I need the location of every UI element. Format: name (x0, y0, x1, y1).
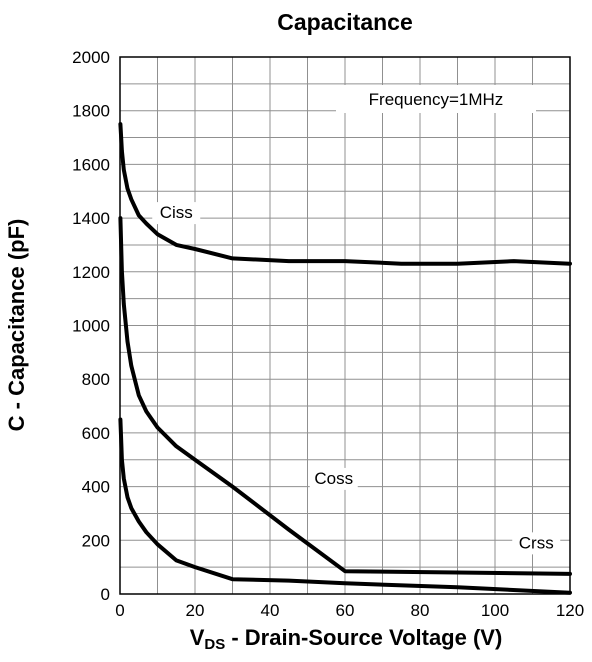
y-tick-label: 1400 (72, 209, 110, 228)
x-tick-label: 60 (336, 601, 355, 620)
x-axis-label: VDS - Drain-Source Voltage (V) (190, 625, 503, 653)
x-tick-label: 120 (556, 601, 584, 620)
x-tick-label: 100 (481, 601, 509, 620)
x-axis-label-subscript: DS (204, 636, 225, 653)
annotation-background (336, 85, 536, 113)
y-tick-label: 1800 (72, 102, 110, 121)
x-tick-label: 0 (115, 601, 124, 620)
grid (120, 57, 570, 594)
series-label-coss: Coss (314, 469, 353, 488)
x-axis-label-main: V (190, 625, 205, 650)
y-tick-label: 800 (82, 370, 110, 389)
series-label-background (512, 532, 561, 555)
x-tick-label: 20 (186, 601, 205, 620)
x-axis-label-rest: - Drain-Source Voltage (V) (225, 625, 502, 650)
series-label-crss: Crss (519, 533, 554, 552)
series-lines (118, 122, 572, 595)
x-tick-labels: 0 20 40 60 80 100 120 (115, 601, 584, 620)
y-tick-label: 0 (101, 585, 110, 604)
chart-title: Capacitance (277, 9, 413, 35)
y-axis-label: C - Capacitance (pF) (4, 219, 29, 432)
x-tick-label: 80 (411, 601, 430, 620)
y-tick-label: 1600 (72, 155, 110, 174)
y-tick-labels: 0 200 400 600 800 1000 1200 1400 1600 1800 2000 (72, 48, 110, 604)
series-line-coss (118, 216, 572, 576)
series-label-ciss: Ciss (160, 203, 193, 222)
y-tick-label: 200 (82, 531, 110, 550)
series-line-ciss (118, 122, 572, 266)
series-label-background (309, 467, 358, 490)
plot-frame (119, 56, 571, 595)
series-labels: Ciss Coss Crss (152, 202, 561, 555)
y-tick-label: 1200 (72, 263, 110, 282)
x-tick-label: 40 (261, 601, 280, 620)
y-tick-label: 2000 (72, 48, 110, 67)
annotation-box: Frequency=1MHz (336, 85, 536, 113)
frequency-annotation: Frequency=1MHz (369, 90, 504, 109)
y-tick-label: 400 (82, 478, 110, 497)
y-tick-label: 600 (82, 424, 110, 443)
y-tick-label: 1000 (72, 317, 110, 336)
series-line-crss (118, 417, 572, 595)
series-label-background (152, 202, 201, 225)
